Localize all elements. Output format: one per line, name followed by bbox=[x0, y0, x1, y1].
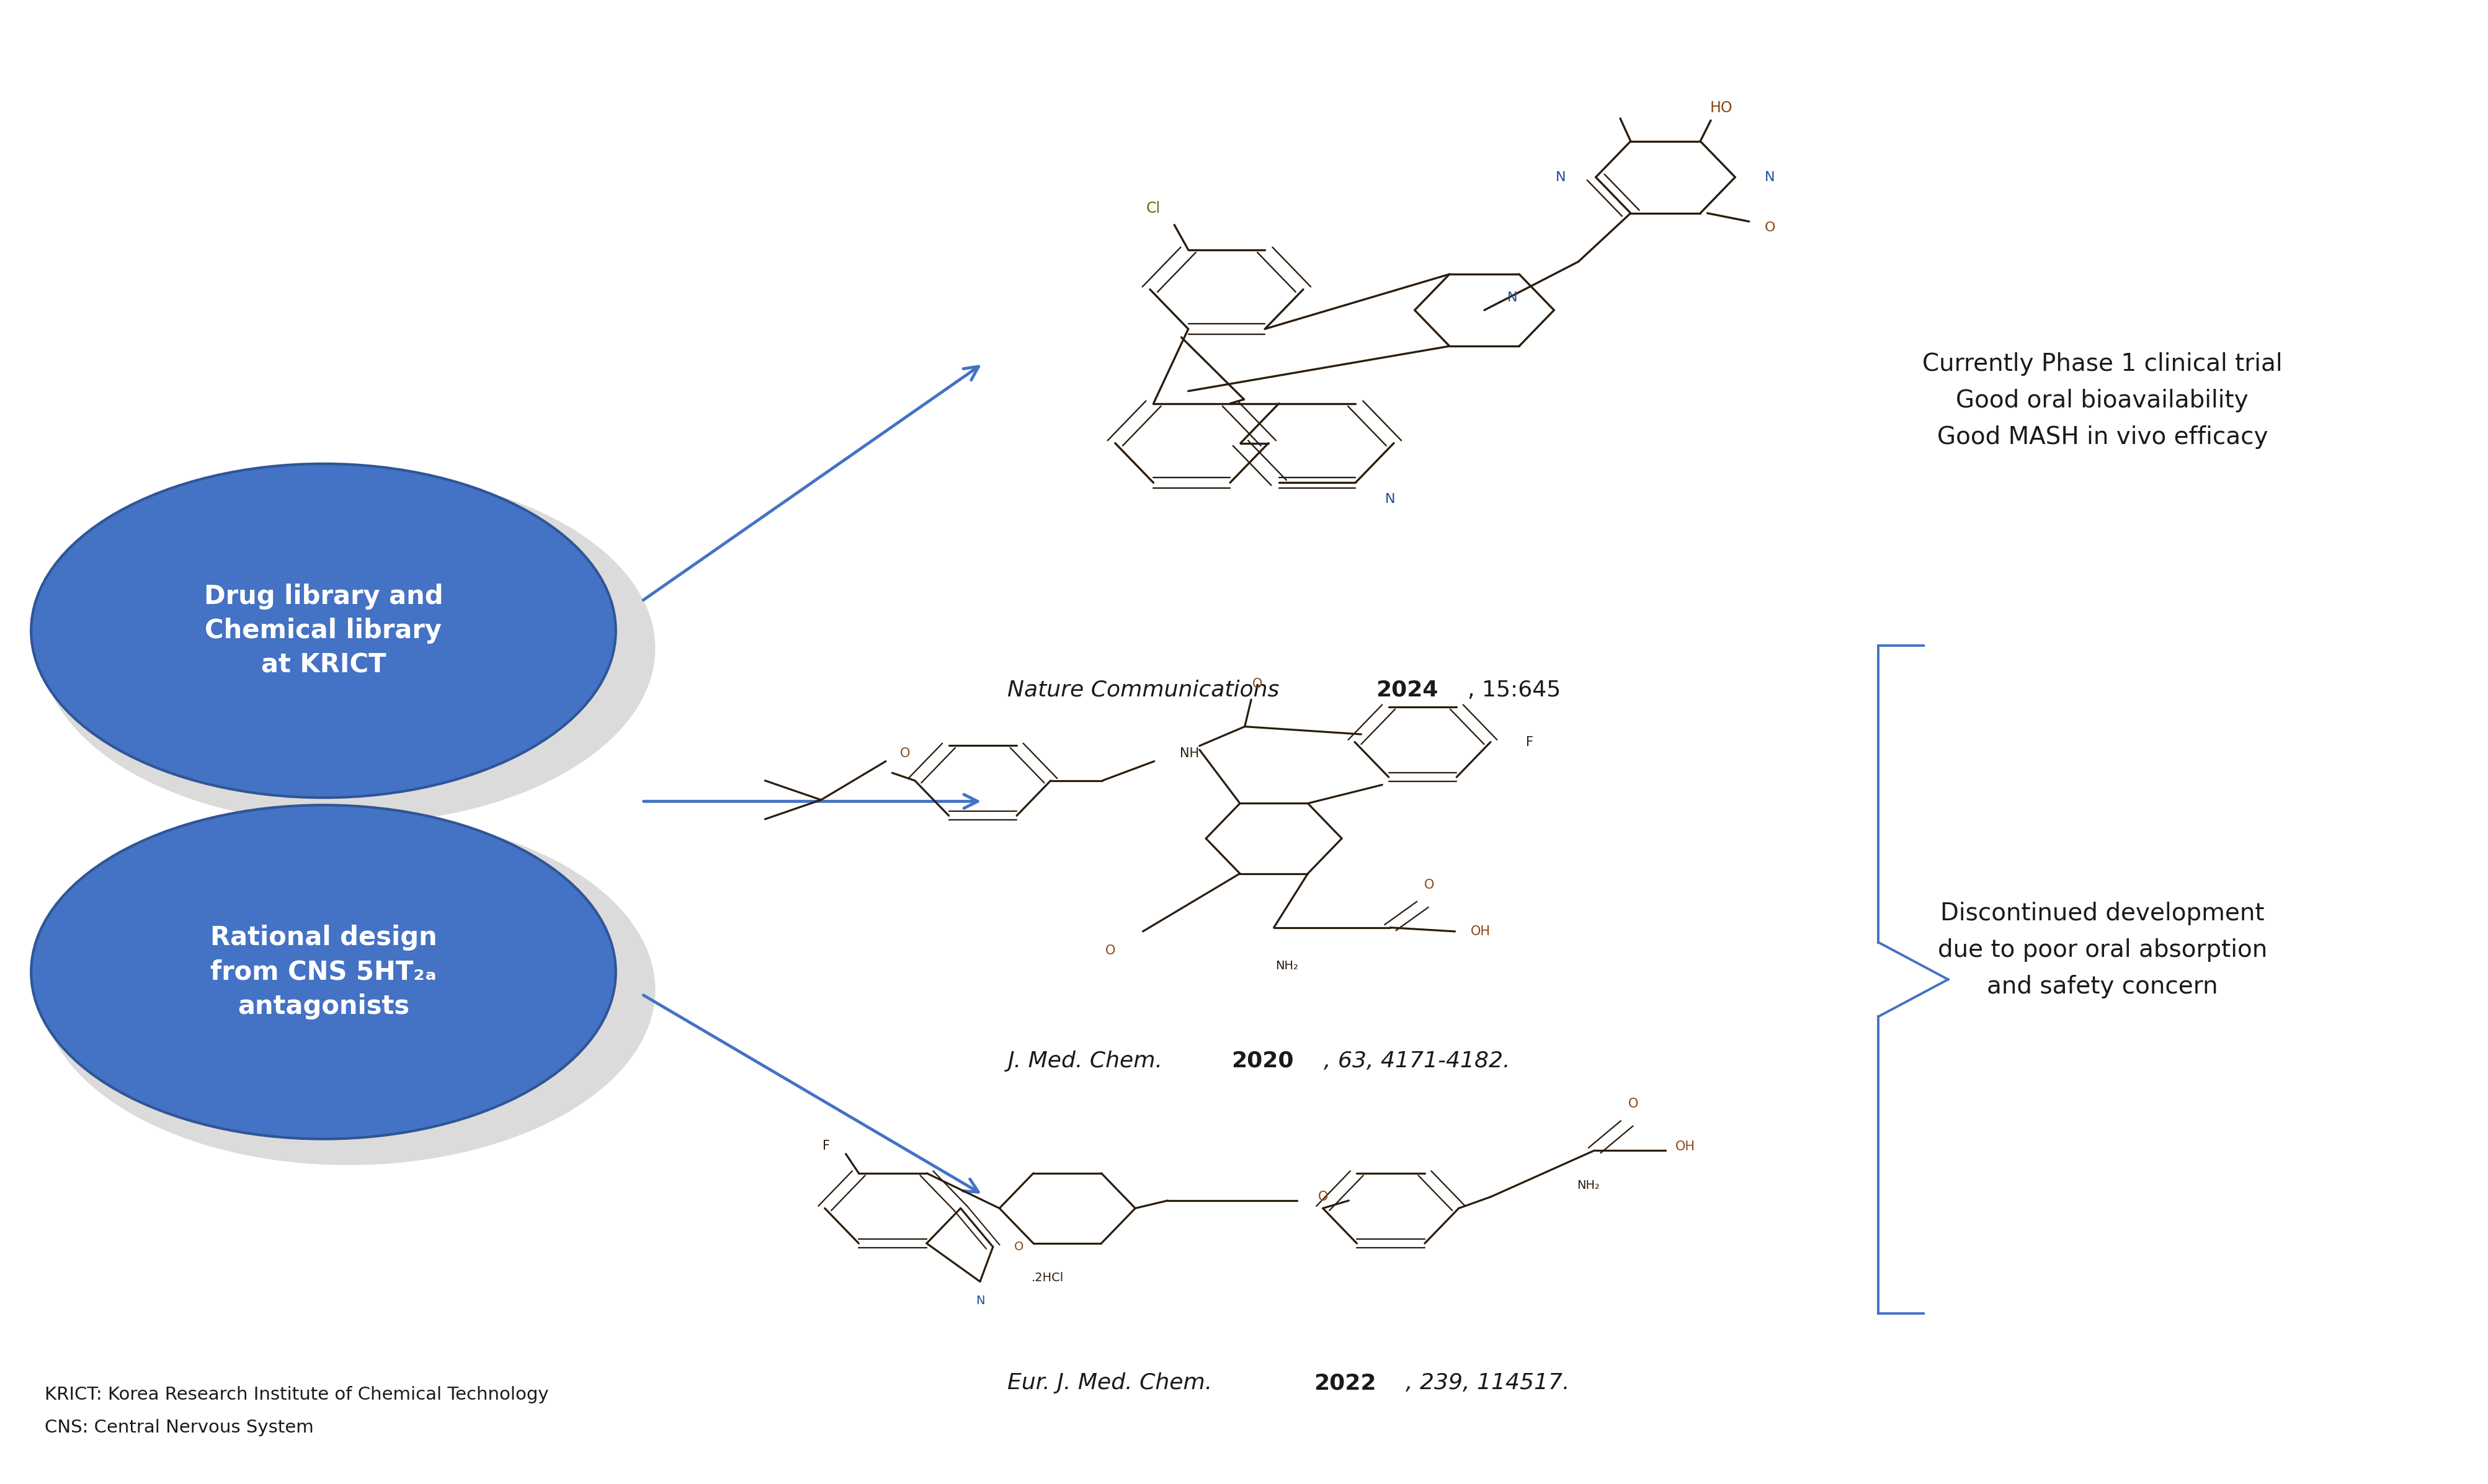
Ellipse shape bbox=[32, 464, 617, 798]
Text: O: O bbox=[1423, 879, 1433, 892]
Text: F: F bbox=[1525, 736, 1533, 748]
Text: NH₂: NH₂ bbox=[1276, 960, 1299, 972]
Text: O: O bbox=[1251, 678, 1264, 690]
Text: , 239, 114517.: , 239, 114517. bbox=[1406, 1373, 1570, 1393]
Text: O: O bbox=[1627, 1098, 1640, 1110]
Text: Nature Communications: Nature Communications bbox=[1008, 680, 1286, 700]
Text: NH₂: NH₂ bbox=[1577, 1180, 1600, 1192]
Text: 2024: 2024 bbox=[1376, 680, 1438, 700]
Text: Rational design
from CNS 5HT₂ₐ
antagonists: Rational design from CNS 5HT₂ₐ antagonis… bbox=[209, 925, 438, 1020]
Text: O: O bbox=[1105, 944, 1115, 957]
Text: N: N bbox=[1764, 171, 1774, 184]
Text: 2020: 2020 bbox=[1232, 1051, 1294, 1071]
Text: Discontinued development
due to poor oral absorption
and safety concern: Discontinued development due to poor ora… bbox=[1938, 901, 2267, 999]
Text: O: O bbox=[1015, 1241, 1023, 1252]
Text: , 63, 4171-4182.: , 63, 4171-4182. bbox=[1324, 1051, 1510, 1071]
Text: Cl: Cl bbox=[1147, 200, 1159, 215]
Text: NH: NH bbox=[1179, 748, 1199, 760]
Text: .2HCl: .2HCl bbox=[1033, 1272, 1065, 1284]
Text: KRICT: Korea Research Institute of Chemical Technology: KRICT: Korea Research Institute of Chemi… bbox=[45, 1386, 550, 1404]
Text: OH: OH bbox=[1470, 925, 1490, 938]
Ellipse shape bbox=[42, 815, 654, 1165]
Text: J. Med. Chem.: J. Med. Chem. bbox=[1008, 1051, 1169, 1071]
Text: O: O bbox=[1764, 221, 1776, 234]
Text: N: N bbox=[975, 1296, 985, 1307]
Text: , 15:645: , 15:645 bbox=[1468, 680, 1560, 700]
Text: O: O bbox=[901, 748, 911, 760]
Text: O: O bbox=[1319, 1190, 1329, 1204]
Text: F: F bbox=[824, 1140, 831, 1153]
Text: HO: HO bbox=[1709, 101, 1732, 116]
Text: Drug library and
Chemical library
at KRICT: Drug library and Chemical library at KRI… bbox=[204, 583, 443, 678]
Text: OH: OH bbox=[1674, 1140, 1694, 1153]
Text: 2022: 2022 bbox=[1314, 1373, 1376, 1393]
Text: Currently Phase 1 clinical trial
Good oral bioavailability
Good MASH in vivo eff: Currently Phase 1 clinical trial Good or… bbox=[1923, 352, 2281, 450]
Ellipse shape bbox=[32, 806, 617, 1140]
Text: CNS: Central Nervous System: CNS: Central Nervous System bbox=[45, 1419, 313, 1437]
Text: N: N bbox=[1386, 493, 1396, 506]
Text: Eur. J. Med. Chem.: Eur. J. Med. Chem. bbox=[1008, 1373, 1219, 1393]
Ellipse shape bbox=[42, 473, 654, 824]
Text: N: N bbox=[1508, 291, 1518, 304]
Text: N: N bbox=[1555, 171, 1565, 184]
